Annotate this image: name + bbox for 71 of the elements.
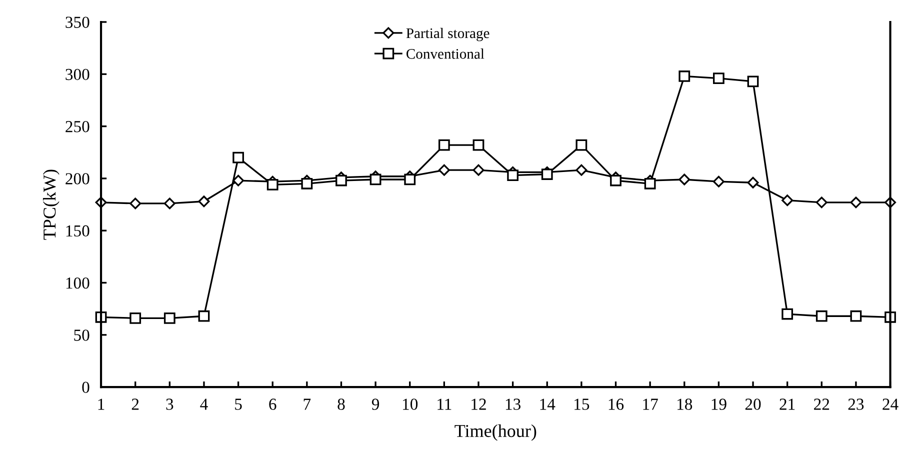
point (850, 310, 862, 322)
point (370, 174, 382, 186)
x-tick-label: 21 (780, 398, 795, 410)
point (232, 174, 244, 186)
point (541, 168, 553, 180)
y-tick-label: 0 (82, 382, 90, 393)
x-tick-label: 11 (438, 398, 452, 410)
point (130, 198, 142, 210)
point (130, 312, 142, 324)
x-tick-label: 24 (882, 398, 898, 410)
point (404, 174, 416, 186)
point (164, 198, 176, 210)
x-tick-label: 12 (472, 398, 486, 410)
point (816, 310, 828, 322)
point (850, 196, 862, 208)
x-axis-title: Time(hour) (454, 424, 536, 441)
x-tick-label: 1 (98, 398, 104, 410)
point (336, 174, 347, 186)
y-tick-label: 350 (66, 16, 90, 28)
x-tick-label: 19 (712, 398, 726, 410)
point (712, 176, 724, 188)
point (301, 178, 313, 190)
x-tick-label: 15 (574, 398, 590, 410)
x-tick-label: 17 (643, 398, 658, 410)
point (438, 139, 450, 151)
point (472, 139, 484, 151)
point (438, 164, 450, 176)
y-axis-title: TPC(kW) (42, 170, 60, 240)
x-tick-label: 10 (402, 398, 418, 410)
x-tick-label: 9 (372, 398, 380, 410)
point (816, 196, 828, 208)
point (713, 72, 724, 84)
x-tick-label: 14 (540, 398, 556, 410)
x-tick-label: 2 (132, 398, 139, 410)
x-tick-label: 22 (814, 398, 830, 410)
point (610, 174, 622, 186)
point (747, 176, 759, 188)
point (782, 194, 794, 206)
point (472, 164, 484, 176)
y-tick-label: 250 (66, 120, 90, 132)
x-tick-label: 18 (678, 398, 692, 410)
point (747, 76, 759, 88)
legend-label: Conventional (406, 48, 484, 59)
point (198, 310, 210, 322)
point (678, 70, 690, 82)
x-tick-label: 20 (745, 398, 761, 410)
point (164, 312, 176, 324)
point (266, 179, 278, 190)
point (576, 164, 588, 176)
y-tick-label: 100 (66, 277, 90, 289)
x-tick-label: 7 (304, 398, 311, 410)
x-tick-label: 13 (506, 398, 520, 410)
x-tick-label: 3 (166, 398, 174, 410)
y-tick-label: 50 (74, 330, 90, 341)
legend-label: Partial storage (406, 28, 490, 42)
point (232, 152, 244, 164)
point (678, 174, 690, 186)
point (507, 170, 519, 182)
x-tick-label: 8 (338, 398, 345, 410)
point (198, 196, 210, 208)
x-tick-label: 23 (848, 398, 864, 410)
point (782, 308, 794, 320)
point (576, 139, 588, 151)
y-tick-label: 150 (66, 225, 90, 237)
point (644, 178, 656, 190)
x-tick-label: 16 (608, 398, 624, 410)
x-tick-label: 5 (235, 398, 242, 410)
x-tick-label: 6 (269, 398, 276, 410)
y-tick-label: 200 (66, 173, 90, 184)
x-tick-label: 4 (200, 398, 208, 410)
y-tick-label: 300 (66, 68, 90, 80)
